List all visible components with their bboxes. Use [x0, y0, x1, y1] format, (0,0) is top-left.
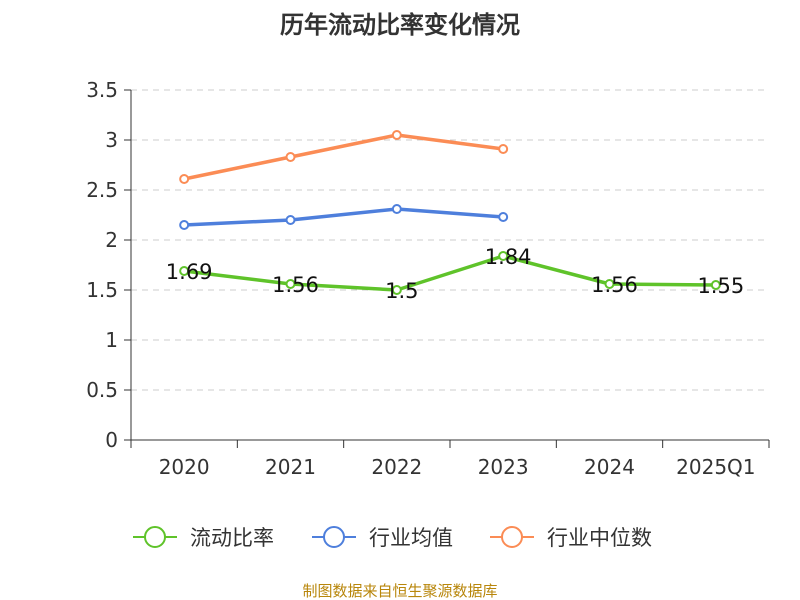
- data-point: [285, 215, 296, 225]
- data-point: [498, 144, 509, 154]
- series-2: [179, 204, 509, 230]
- legend-item[interactable]: 行业均值: [312, 526, 453, 550]
- grid-lines: [131, 89, 769, 391]
- y-tick-label: 1.5: [86, 278, 118, 302]
- y-tick-label: 2.5: [86, 178, 118, 202]
- legend-label: 流动比率: [190, 526, 274, 550]
- series-1: [179, 251, 721, 295]
- source-note: 制图数据来自恒生聚源数据库: [302, 582, 497, 600]
- data-point: [285, 279, 296, 289]
- x-tick-label: 2025Q1: [676, 455, 755, 479]
- y-tick-label: 0.5: [86, 378, 118, 402]
- data-label: 1.84: [485, 245, 532, 269]
- y-tick-label: 1: [105, 328, 118, 352]
- data-point: [285, 152, 296, 162]
- data-point: [604, 279, 615, 289]
- x-tick-label: 2022: [371, 455, 422, 479]
- legend-item[interactable]: 行业中位数: [490, 526, 652, 550]
- x-tick-label: 2021: [265, 455, 316, 479]
- legend-label: 行业均值: [369, 526, 453, 550]
- series-line: [183, 133, 504, 181]
- series-3: [179, 130, 509, 184]
- series-line: [183, 254, 716, 292]
- data-point: [179, 266, 190, 276]
- x-tick-label: 2024: [584, 455, 635, 479]
- data-point: [710, 280, 721, 290]
- legend-marker-icon: [501, 526, 523, 548]
- legend-label: 行业中位数: [547, 526, 652, 550]
- data-label: 1.55: [697, 274, 744, 298]
- y-tick-label: 3.5: [86, 78, 118, 102]
- data-labels: 1.69 1.56 1.5 1.84 1.56 1.55: [166, 245, 744, 303]
- legend: 流动比率 行业均值 行业中位数: [133, 526, 652, 550]
- axes: 0 0.5 1 1.5 2 2.5 3 3.5 2020 2021 2022 2023 2024 2025…: [86, 78, 770, 479]
- data-point: [179, 174, 190, 184]
- series-lines: [179, 130, 721, 295]
- data-point: [498, 212, 509, 222]
- data-label: 1.69: [166, 260, 213, 284]
- data-point: [391, 130, 402, 140]
- legend-marker-icon: [144, 526, 166, 548]
- legend-marker-icon: [323, 526, 345, 548]
- y-tick-label: 3: [105, 128, 118, 152]
- y-tick-label: 0: [105, 428, 118, 452]
- x-tick-label: 2023: [478, 455, 529, 479]
- legend-item[interactable]: 流动比率: [133, 526, 274, 550]
- y-tick-label: 2: [105, 228, 118, 252]
- data-point: [391, 204, 402, 214]
- series-line: [184, 207, 504, 227]
- data-point: [498, 251, 509, 261]
- data-point: [391, 285, 402, 295]
- data-label: 1.5: [385, 279, 418, 303]
- data-point: [179, 220, 190, 230]
- data-label: 1.56: [591, 273, 638, 297]
- data-label: 1.56: [272, 273, 319, 297]
- chart-title: 历年流动比率变化情况: [280, 11, 520, 39]
- x-tick-label: 2020: [159, 455, 210, 479]
